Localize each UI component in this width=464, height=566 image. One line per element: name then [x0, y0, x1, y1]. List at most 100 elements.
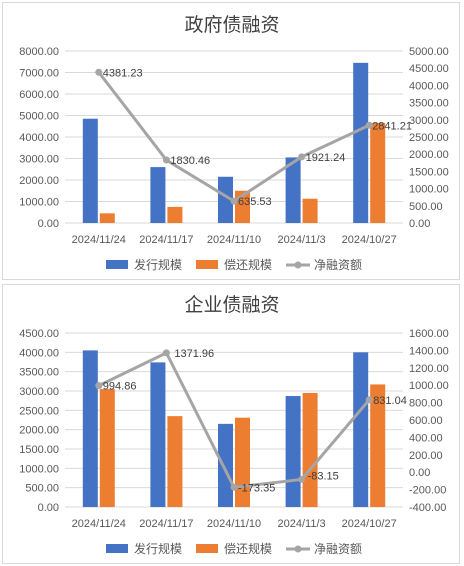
category-label: 2024/11/17 [139, 518, 193, 530]
right-axis-tick-label: 800.00 [409, 398, 443, 410]
repayment-bar [302, 198, 318, 223]
left-axis-tick-label: 8000.00 [19, 46, 59, 58]
left-axis-tick-label: 2000.00 [19, 175, 59, 187]
right-axis-tick-label: 5000.00 [409, 46, 449, 58]
right-axis-tick-label: 3000.00 [409, 115, 449, 127]
legend-swatch [106, 544, 128, 553]
issuance-bar [82, 118, 98, 223]
net-financing-data-label: 1371.96 [174, 348, 214, 360]
net-financing-point [230, 197, 238, 205]
left-axis-tick-label: 3000.00 [19, 386, 59, 398]
legend-label: 净融资额 [314, 542, 362, 556]
left-axis-tick-label: 1000.00 [19, 463, 59, 475]
right-axis-tick-label: 600.00 [409, 415, 443, 427]
left-axis-tick-label: 3000.00 [19, 154, 59, 166]
right-axis-tick-label: 1600.00 [409, 328, 449, 340]
left-axis-tick-label: 1500.00 [19, 444, 59, 456]
legend-swatch [106, 260, 128, 269]
legend-label: 发行规模 [134, 257, 182, 272]
right-axis-tick-label: 1000.00 [409, 184, 449, 196]
issuance-bar [218, 423, 233, 507]
issuance-bar [150, 167, 166, 223]
right-axis-tick-label: 1400.00 [409, 345, 449, 357]
issuance-bar [353, 62, 369, 224]
right-axis-tick-label: 2500.00 [409, 132, 449, 144]
right-axis-tick-label: 3500.00 [409, 98, 449, 110]
net-financing-data-label: 635.53 [238, 196, 272, 208]
category-label: 2024/11/10 [207, 518, 261, 530]
right-axis-tick-label: 1500.00 [409, 166, 449, 178]
chart-title: 政府债融资 [184, 14, 279, 36]
right-axis-tick-label: 2000.00 [409, 149, 449, 161]
left-axis-tick-label: 2000.00 [19, 425, 59, 437]
net-financing-data-label: -173.35 [238, 482, 275, 494]
left-axis-tick-label: 3500.00 [19, 367, 59, 379]
government-bond-chart-panel: 政府债融资 0.00 1000.00 2000.00 3000.00 4000.00 500… [2, 2, 460, 280]
net-financing-point [365, 121, 373, 129]
left-axis-tick-label: 500.00 [25, 483, 59, 495]
net-financing-point [298, 153, 306, 161]
net-financing-data-label: 4381.23 [103, 67, 143, 79]
left-axis-tick-label: 4000.00 [19, 347, 59, 359]
issuance-bar [285, 396, 301, 507]
legend-swatch [196, 544, 218, 553]
net-financing-point [95, 382, 103, 390]
net-financing-data-label: 831.04 [373, 395, 407, 407]
left-axis-tick-label: 4500.00 [19, 328, 59, 340]
right-axis-tick-label: 500.00 [409, 201, 443, 213]
left-axis-tick-label: 0.00 [38, 218, 59, 230]
left-axis-tick-label: 7000.00 [19, 68, 59, 80]
left-axis-tick-label: 6000.00 [19, 89, 59, 101]
net-financing-point [230, 483, 238, 491]
left-axis-tick-label: 1000.00 [19, 197, 59, 209]
net-financing-line [98, 351, 371, 489]
left-axis-tick-label: 0.00 [38, 502, 59, 514]
government-bond-chart: 政府债融资 0.00 1000.00 2000.00 3000.00 4000.00 500… [19, 14, 449, 272]
left-axis-tick-label: 2500.00 [19, 405, 59, 417]
net-financing-data-label: 1830.46 [170, 155, 210, 167]
legend-label: 净融资额 [314, 258, 362, 272]
legend-swatch [196, 260, 218, 269]
net-financing-data-label: 1921.24 [306, 152, 346, 164]
legend-label: 偿还规模 [224, 257, 272, 272]
issuance-bar [353, 352, 369, 507]
repayment-bar [99, 213, 115, 223]
right-axis-tick-label: 0.00 [409, 218, 430, 230]
right-axis-tick-label: 1000.00 [409, 380, 449, 392]
repayment-bar [167, 416, 183, 507]
net-financing-point [95, 68, 103, 76]
category-label: 2024/10/27 [342, 518, 397, 530]
category-label: 2024/10/27 [342, 234, 397, 246]
left-axis-tick-label: 5000.00 [19, 111, 59, 123]
category-label: 2024/11/3 [278, 518, 326, 530]
repayment-bar [99, 389, 115, 507]
category-label: 2024/11/3 [278, 234, 326, 246]
right-axis-tick-label: 0.00 [409, 467, 430, 479]
category-label: 2024/11/17 [139, 234, 193, 246]
issuance-bar [218, 176, 233, 223]
repayment-bar [167, 206, 183, 223]
issuance-bar [82, 350, 98, 507]
category-label: 2024/11/24 [72, 518, 126, 530]
issuance-bar [150, 362, 166, 507]
enterprise-bond-chart: 企业债融资 0.00 500.00 1000.00 1500.00 2000.00 2500… [19, 294, 449, 556]
right-axis-tick-label: 4000.00 [409, 80, 449, 92]
right-axis-tick-label: 400.00 [409, 432, 443, 444]
right-axis-tick-label: 4500.00 [409, 63, 449, 75]
category-label: 2024/11/10 [207, 234, 261, 246]
right-axis-tick-label: 1200.00 [409, 363, 449, 375]
net-financing-data-label: 994.86 [103, 381, 137, 393]
right-axis-tick-label: -400.00 [409, 502, 446, 514]
chart-title: 企业债融资 [184, 294, 279, 316]
net-financing-point [162, 349, 170, 357]
repayment-bar [370, 384, 386, 507]
repayment-bar [370, 123, 386, 223]
legend-label: 发行规模 [134, 541, 182, 556]
net-financing-point [365, 396, 373, 404]
net-financing-data-label: -83.15 [308, 470, 339, 482]
right-axis-tick-label: -200.00 [409, 485, 446, 497]
left-axis-tick-label: 4000.00 [19, 132, 59, 144]
legend-swatch-marker [294, 545, 302, 553]
net-financing-point [298, 475, 306, 483]
